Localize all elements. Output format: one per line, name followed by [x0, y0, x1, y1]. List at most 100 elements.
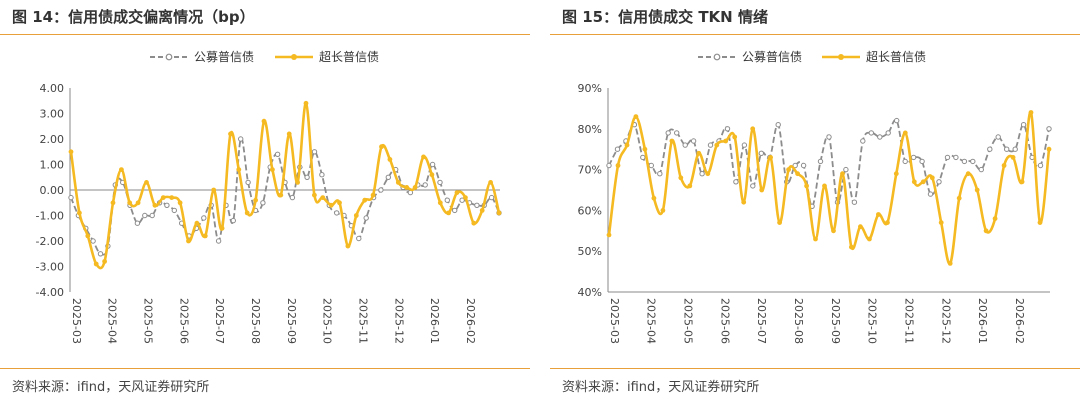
y-tick-label: -2.00 [36, 235, 64, 248]
data-point [362, 197, 368, 203]
data-point [97, 251, 104, 257]
data-point [215, 238, 222, 244]
data-point [682, 142, 688, 148]
data-point [238, 136, 244, 142]
data-point [849, 244, 854, 250]
data-point [134, 220, 141, 226]
x-tick-label: 2025-03 [608, 298, 621, 344]
data-point [328, 202, 334, 208]
data-point [127, 200, 133, 206]
data-point [171, 207, 178, 214]
data-point [936, 179, 942, 185]
data-point [488, 180, 493, 185]
data-point [278, 192, 284, 198]
data-point [938, 220, 944, 226]
data-point [777, 220, 782, 226]
data-point [929, 175, 935, 181]
x-tick-label: 2025-09 [285, 298, 298, 344]
x-tick-label: 2025-04 [645, 298, 658, 344]
x-tick-label: 2025-08 [792, 298, 805, 344]
y-tick-label: 50% [578, 245, 602, 258]
data-point [142, 212, 148, 219]
data-point [877, 134, 883, 140]
legend-label: 公募普信债 [742, 50, 802, 64]
x-tick-label: 2025-10 [866, 298, 879, 344]
data-point [723, 138, 729, 144]
data-point [320, 195, 326, 201]
data-point [894, 117, 900, 124]
x-tick-label: 2025-07 [755, 298, 768, 344]
y-tick-label: 40% [578, 286, 602, 299]
legend-item-ultra-long-bond: 超长普信债 [275, 49, 379, 64]
legend: 公募普信债 超长普信债 [698, 49, 926, 64]
data-point [822, 183, 827, 189]
data-point [68, 194, 74, 201]
data-point [387, 157, 393, 162]
data-point [956, 195, 962, 201]
data-point [93, 261, 99, 267]
data-point [1012, 146, 1018, 152]
data-point [363, 215, 369, 221]
data-point [813, 236, 818, 242]
data-point [724, 126, 731, 132]
data-point [714, 142, 720, 148]
series-ultra-long-bond [68, 100, 502, 270]
x-tick-label: 2025-06 [177, 298, 190, 344]
data-point [699, 171, 705, 177]
deviation-chart: 公募普信债 超长普信债 4.00 3.00 2.00 1.00 0.00 -1.00 -2.00… [36, 49, 502, 344]
data-point [817, 158, 824, 165]
y-axis: 90% 80% 70% 60% 50% 40% [578, 82, 602, 299]
data-point [606, 232, 612, 238]
data-point [902, 130, 908, 136]
series-line [69, 101, 501, 270]
data-point [851, 199, 858, 205]
data-point [678, 175, 684, 181]
data-point [1046, 146, 1052, 152]
data-point [90, 238, 96, 244]
data-point [696, 150, 702, 156]
legend-label: 公募普信债 [194, 50, 254, 64]
data-point [186, 238, 191, 244]
data-point [606, 162, 612, 169]
data-point [236, 167, 242, 173]
data-point [463, 195, 468, 201]
data-point [965, 171, 971, 177]
data-point [750, 183, 756, 189]
data-point [312, 192, 317, 198]
legend-label: 超长普信债 [866, 49, 926, 64]
data-point [304, 174, 310, 181]
data-point [992, 216, 998, 222]
data-point [970, 158, 976, 165]
source-note: 资料来源：ifind，天风证券研究所 [562, 380, 760, 395]
data-point [244, 210, 250, 216]
data-point [286, 131, 292, 137]
title-divider [0, 34, 530, 35]
x-tick-label: 2026-01 [428, 298, 441, 344]
data-point [944, 154, 951, 161]
data-point [437, 179, 443, 186]
data-point [270, 167, 275, 173]
data-point [68, 149, 74, 155]
data-point [1020, 122, 1027, 128]
legend: 公募普信债 超长普信债 [150, 49, 379, 64]
chart-panel-14: 图 14：信用债成交偏离情况（bp） 公募普信债 超长普信债 4.00 3.00 2.0… [0, 0, 530, 401]
x-tick-label: 2025-05 [141, 298, 154, 344]
data-point [669, 138, 675, 144]
y-tick-label: 3.00 [40, 108, 65, 121]
data-point [843, 166, 849, 173]
data-point [260, 200, 266, 206]
data-point [885, 130, 891, 136]
data-point [474, 202, 480, 209]
data-point [947, 261, 953, 266]
data-point [732, 134, 738, 140]
data-point [786, 167, 791, 173]
data-point [201, 215, 207, 221]
x-tick-label: 2025-04 [106, 298, 119, 344]
data-point [370, 192, 376, 198]
data-point [452, 207, 458, 214]
data-point [454, 190, 460, 196]
legend-item-public-bond: 公募普信债 [698, 50, 802, 64]
data-point [867, 236, 872, 242]
chart-panel-15: 图 15：信用债成交 TKN 情绪 公募普信债 超长普信债 90% 80% 70% 60%… [550, 0, 1080, 401]
data-point [978, 166, 984, 173]
